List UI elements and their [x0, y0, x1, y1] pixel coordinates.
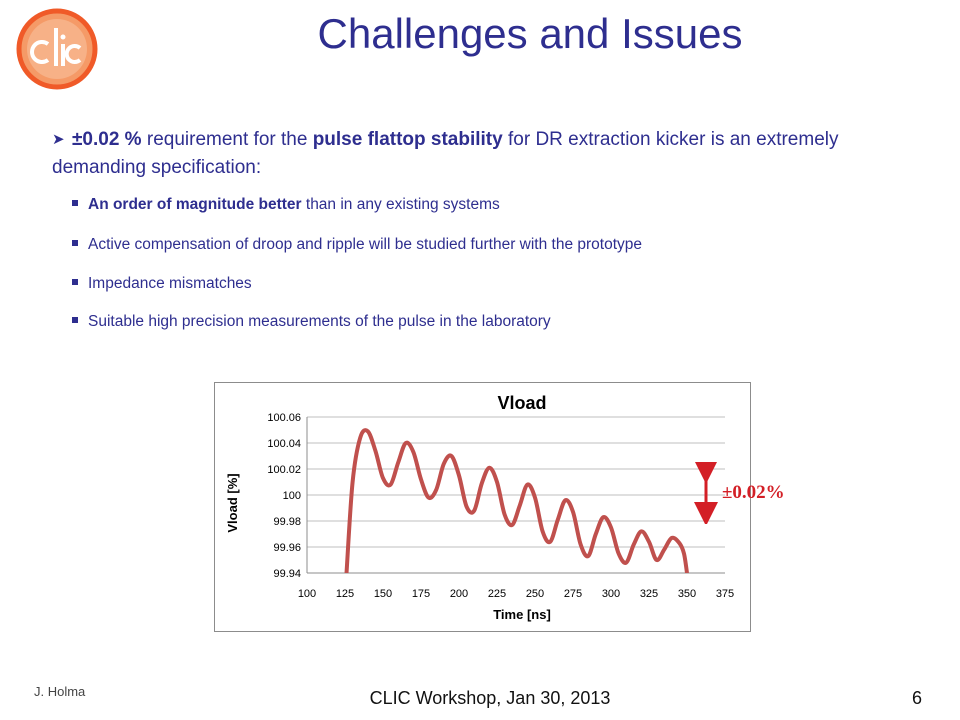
- tolerance-annotation: [694, 462, 718, 524]
- x-tick-label: 375: [716, 588, 734, 600]
- page-title: Challenges and Issues: [317, 10, 743, 57]
- footer-event: CLIC Workshop, Jan 30, 2013: [369, 688, 611, 708]
- x-tick-label: 175: [412, 588, 430, 600]
- sub-bullet-3: Impedance mismatches: [72, 275, 252, 293]
- main-bullet-part2: requirement for the: [141, 129, 313, 150]
- footer-author: J. Holma: [34, 684, 86, 699]
- square-bullet-icon: [72, 279, 78, 285]
- x-tick-label: 325: [640, 588, 658, 600]
- vload-chart: 100.06 100.04 100.02 100 99.98 99.96 99.94 100…: [214, 382, 751, 632]
- square-bullet-icon: [72, 240, 78, 246]
- logo-letter-c2: [64, 44, 82, 64]
- sub-bullet-1-bold: An order of magnitude better: [88, 196, 302, 213]
- x-tick-label: 225: [488, 588, 506, 600]
- y-tick-label: 100: [283, 490, 301, 502]
- square-bullet-icon: [72, 317, 78, 323]
- y-tick-label: 100.04: [267, 438, 301, 450]
- x-tick-label: 275: [564, 588, 582, 600]
- sub-bullet-1: An order of magnitude better than in any…: [72, 196, 500, 214]
- chart-title: Vload: [497, 393, 546, 413]
- requirement-subject: pulse flattop stability: [312, 129, 503, 150]
- main-bullet: ➤ ±0.02 % requirement for the pulse flat…: [52, 126, 932, 182]
- sub-bullet-4: Suitable high precision measurements of …: [72, 313, 551, 331]
- sub-bullet-2: Active compensation of droop and ripple …: [72, 236, 642, 254]
- sub-bullet-3-text: Impedance mismatches: [88, 275, 252, 292]
- x-tick-label: 300: [602, 588, 620, 600]
- x-tick-label: 150: [374, 588, 392, 600]
- x-tick-label: 250: [526, 588, 544, 600]
- sub-bullet-4-text: Suitable high precision measurements of …: [88, 313, 551, 330]
- x-axis-label: Time [ns]: [493, 607, 551, 622]
- sub-bullet-1-text: than in any existing systems: [301, 196, 500, 213]
- x-axis-ticks: 100 125 150 175 200 225 250 275 300 325 350 375: [298, 588, 734, 600]
- chart-svg: 100.06 100.04 100.02 100 99.98 99.96 99.94 100…: [225, 393, 734, 622]
- y-axis-ticks: 100.06 100.04 100.02 100 99.98 99.96 99.94: [267, 412, 301, 580]
- series-line-vload: [344, 428, 689, 573]
- x-tick-label: 200: [450, 588, 468, 600]
- arrow-bullet-icon: ➤: [52, 131, 65, 148]
- main-bullet-text: ±0.02 % requirement for the pulse flatto…: [52, 126, 932, 182]
- y-axis-label: Vload [%]: [225, 473, 240, 532]
- square-bullet-icon: [72, 200, 78, 206]
- main-bullet-part4: for DR extraction kicker is an extremely…: [52, 129, 839, 178]
- x-tick-label: 100: [298, 588, 316, 600]
- x-tick-label: 350: [678, 588, 696, 600]
- y-tick-label: 99.94: [273, 568, 301, 580]
- tolerance-label: ±0.02%: [722, 482, 785, 503]
- y-tick-label: 100.06: [267, 412, 301, 424]
- y-tick-label: 99.96: [273, 542, 301, 554]
- y-tick-label: 99.98: [273, 516, 301, 528]
- chart-series: [344, 428, 689, 573]
- logo-letter-c1: [30, 40, 50, 64]
- page-number: 6: [912, 688, 923, 708]
- requirement-value: ±0.02 %: [72, 129, 142, 150]
- y-tick-label: 100.02: [267, 464, 301, 476]
- logo-dot: [60, 34, 66, 40]
- sub-bullet-2-text: Active compensation of droop and ripple …: [88, 236, 643, 253]
- x-tick-label: 125: [336, 588, 354, 600]
- clic-logo: [16, 8, 98, 90]
